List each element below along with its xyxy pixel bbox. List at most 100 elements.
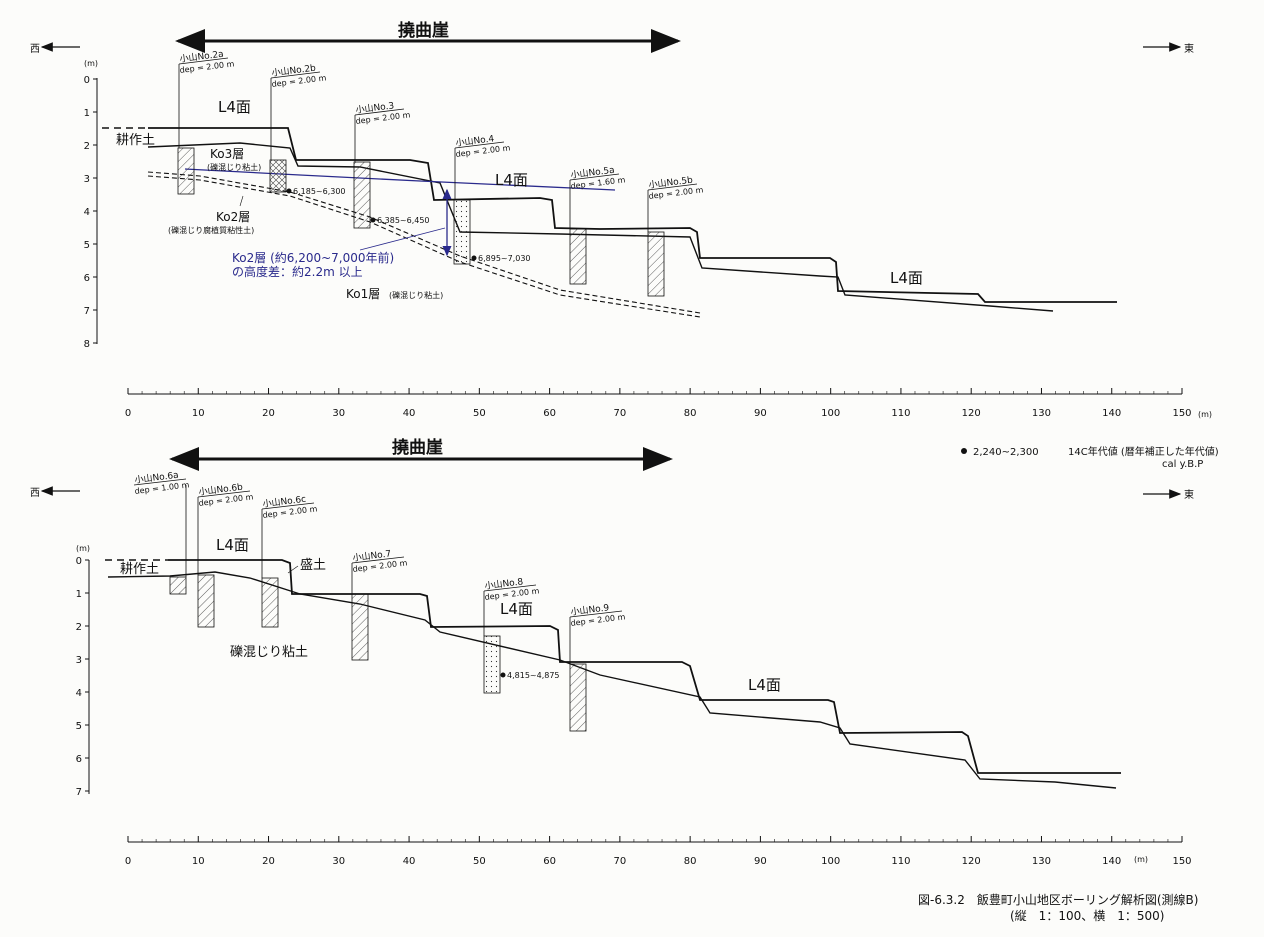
x-unit-bottom: (m) — [1134, 855, 1148, 864]
ground-surface-lower — [147, 142, 1054, 312]
borehole-column-9 — [569, 663, 587, 732]
date-marker-2 — [370, 217, 376, 223]
west-label: 西 — [30, 44, 40, 55]
west-label-bottom: 西 — [30, 488, 40, 499]
y-tick-label: 0 — [84, 75, 90, 86]
y-tick-label: 3 — [76, 655, 82, 666]
y-unit: (m) — [84, 59, 98, 68]
surface-label-l4-b3: L4面 — [748, 676, 781, 694]
x-tick-label: 120 — [962, 408, 981, 419]
flexure-label: 撓曲崖 — [398, 21, 449, 41]
x-tick-label: 70 — [613, 408, 626, 419]
bottom-panel: 撓曲崖 西 東 (m) 0 1 2 3 4 5 6 7 0 10 20 30 40 50 60 70 80 90… — [30, 438, 1194, 867]
x-tick-label: 120 — [962, 856, 981, 867]
date-1: 6,185~6,300 — [293, 187, 346, 196]
x-ticks: 0 10 20 30 40 50 60 70 80 90 100 110 120 130 140 150 — [125, 388, 1192, 419]
fill-soil-leader — [287, 565, 299, 574]
borehole-leaders-bottom — [133, 478, 623, 664]
borehole-name: 小山No.4 — [455, 133, 495, 149]
surface-label-l4-b1: L4面 — [216, 536, 249, 554]
x-tick-label: 20 — [262, 856, 275, 867]
y-tick-label: 1 — [84, 108, 90, 119]
x-tick-label: 100 — [821, 408, 840, 419]
y-tick-label: 7 — [76, 787, 82, 798]
ko1-label: Ko1層 — [346, 287, 380, 301]
x-tick-label: 90 — [754, 856, 767, 867]
borehole-name: 小山No.2a — [179, 49, 224, 65]
date-marker-3 — [471, 255, 477, 261]
ground-surface-lower-bottom — [107, 571, 1117, 789]
borehole-column-5a — [569, 228, 587, 285]
ko3-desc: (礫混じり粘土) — [207, 162, 261, 172]
flexure-label-bottom: 撓曲崖 — [392, 438, 443, 458]
x-tick-label: 50 — [473, 408, 486, 419]
x-tick-label: 140 — [1102, 408, 1121, 419]
x-tick-label: 40 — [403, 856, 416, 867]
date-marker-b1 — [500, 672, 506, 678]
y-tick-label: 2 — [84, 141, 90, 152]
y-tick-label: 5 — [76, 721, 82, 732]
y-tick-label: 2 — [76, 622, 82, 633]
ko1-desc: (礫混じり粘土) — [389, 290, 443, 300]
borehole-column-4 — [453, 199, 471, 265]
y-tick-label: 0 — [76, 556, 82, 567]
ko2-note-1: Ko2層 (約6,200~7,000年前) — [232, 250, 394, 265]
x-ticks-bottom: 0 10 20 30 40 50 60 70 80 90 100 110 120 130 140 150 — [125, 836, 1192, 867]
cultivated-soil-label-bottom: 耕作土 — [120, 561, 159, 577]
surface-label-l4-2: L4面 — [495, 171, 528, 189]
borehole-name: 小山No.3 — [355, 100, 395, 116]
date-marker-1 — [286, 188, 292, 194]
borehole-column-6a — [169, 576, 187, 595]
y-tick-label: 7 — [84, 306, 90, 317]
x-tick-label: 90 — [754, 408, 767, 419]
y-tick-label: 4 — [84, 207, 90, 218]
legend: 2,240~2,300 14C年代値 (暦年補正した年代値) cal y.B.P — [961, 445, 1219, 470]
caption-line-1: 図-6.3.2 飯豊町小山地区ボーリング解析図(測線B) — [918, 892, 1198, 907]
x-tick-label: 10 — [192, 856, 205, 867]
x-tick-label: 70 — [613, 856, 626, 867]
x-tick-label: 30 — [332, 856, 345, 867]
top-panel: 撓曲崖 西 東 (m) 0 1 2 3 4 5 6 7 8 0 10 20 30 40 50 60 70 80 9… — [30, 21, 1212, 419]
surface-label-l4-3: L4面 — [890, 269, 923, 287]
x-tick-label: 30 — [332, 408, 345, 419]
ko2-note-leader — [359, 227, 446, 251]
borehole-column-3 — [353, 161, 371, 229]
fill-soil-label: 盛土 — [300, 558, 326, 573]
y-ticks: 0 1 2 3 4 5 6 7 8 — [84, 75, 97, 350]
x-tick-label: 140 — [1102, 856, 1121, 867]
date-3: 6,895~7,030 — [478, 254, 531, 263]
ko3-label: Ko3層 — [210, 147, 244, 161]
legend-desc: 14C年代値 (暦年補正した年代値) — [1068, 445, 1219, 458]
y-ticks-bottom: 0 1 2 3 4 5 6 7 — [76, 556, 89, 798]
x-tick-label: 110 — [891, 408, 910, 419]
ground-surface-upper-bottom — [168, 559, 1121, 774]
x-tick-label: 110 — [891, 856, 910, 867]
x-tick-label: 60 — [543, 408, 556, 419]
borehole-column-2a — [177, 147, 195, 195]
y-tick-label: 6 — [84, 273, 90, 284]
surface-label-l4-1: L4面 — [218, 98, 251, 116]
caption-line-2: (縦 1：100、横 1：500) — [1010, 909, 1164, 923]
ko2-label: Ko2層 — [216, 210, 250, 224]
borehole-name: 小山No.5a — [570, 165, 615, 181]
surface-label-l4-b2: L4面 — [500, 600, 533, 618]
y-tick-label: 3 — [84, 174, 90, 185]
y-tick-label: 5 — [84, 240, 90, 251]
x-tick-label: 130 — [1032, 408, 1051, 419]
x-tick-label: 50 — [473, 856, 486, 867]
y-tick-label: 6 — [76, 754, 82, 765]
x-tick-label: 150 — [1172, 408, 1191, 419]
x-unit: (m) — [1198, 410, 1212, 419]
ko2-leader — [239, 195, 244, 207]
legend-marker — [961, 448, 967, 454]
legend-sample: 2,240~2,300 — [973, 447, 1039, 458]
ko2-note-2: の高度差：約2.2m 以上 — [232, 264, 363, 279]
borehole-leaders — [178, 57, 698, 232]
east-label: 東 — [1184, 42, 1194, 55]
x-tick-label: 130 — [1032, 856, 1051, 867]
x-tick-label: 10 — [192, 408, 205, 419]
borehole-name: 小山No.8 — [484, 576, 524, 592]
borehole-name: 小山No.2b — [271, 63, 317, 79]
borehole-name: 小山No.6c — [262, 494, 307, 510]
